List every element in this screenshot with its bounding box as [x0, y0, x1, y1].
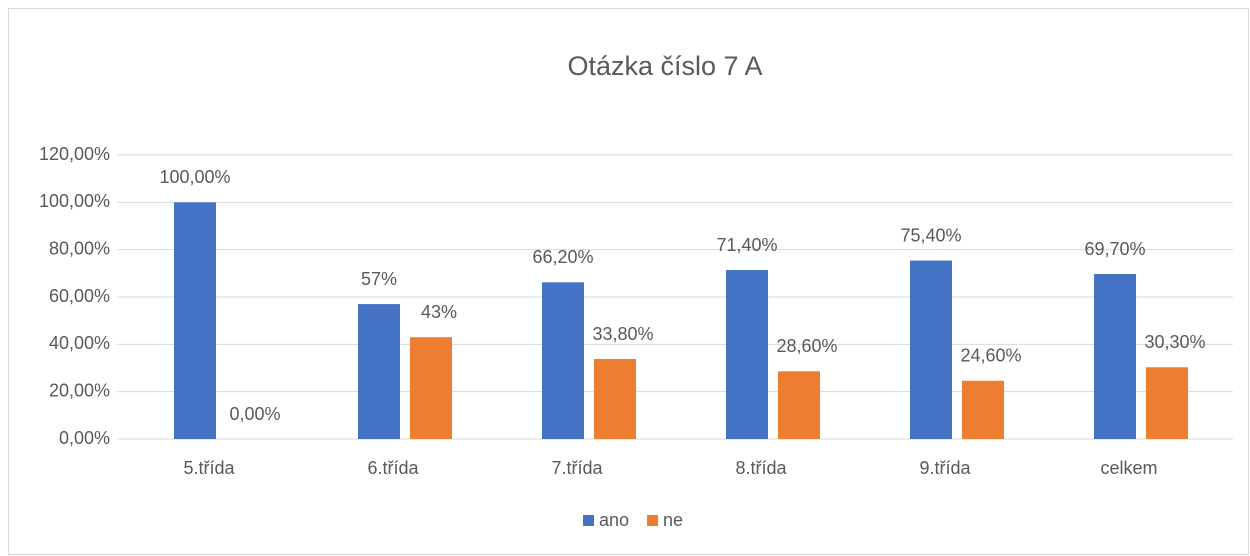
value-label: 33,80% — [592, 324, 653, 344]
legend-swatch — [583, 515, 594, 526]
y-tick-label: 120,00% — [39, 144, 110, 164]
bar — [358, 304, 400, 439]
y-tick-label: 60,00% — [49, 286, 110, 306]
y-tick-label: 20,00% — [49, 380, 110, 400]
x-tick-label: 9.třída — [919, 458, 971, 478]
y-tick-label: 0,00% — [59, 428, 110, 448]
bar — [910, 260, 952, 439]
x-tick-label: celkem — [1100, 458, 1157, 478]
value-label: 69,70% — [1084, 239, 1145, 259]
bar — [726, 270, 768, 439]
bar — [594, 359, 636, 439]
value-label: 66,20% — [532, 247, 593, 267]
bar — [1146, 367, 1188, 439]
legend-label: ne — [663, 510, 683, 530]
value-label: 0,00% — [229, 404, 280, 424]
bar — [1094, 274, 1136, 439]
value-label: 28,60% — [776, 336, 837, 356]
legend-label: ano — [599, 510, 629, 530]
bar — [174, 202, 216, 439]
value-label: 71,40% — [716, 235, 777, 255]
x-tick-label: 8.třída — [735, 458, 787, 478]
bar — [778, 371, 820, 439]
y-tick-label: 100,00% — [39, 191, 110, 211]
value-label: 43% — [421, 302, 457, 322]
value-label: 30,30% — [1144, 332, 1205, 352]
value-label: 100,00% — [159, 167, 230, 187]
value-label: 24,60% — [960, 346, 1021, 366]
bar — [542, 282, 584, 439]
value-label: 75,40% — [900, 225, 961, 245]
bar — [410, 337, 452, 439]
x-tick-label: 6.třída — [367, 458, 419, 478]
x-tick-label: 5.třída — [183, 458, 235, 478]
y-tick-label: 40,00% — [49, 333, 110, 353]
legend-swatch — [647, 515, 659, 526]
bar — [962, 380, 1004, 439]
x-tick-label: 7.třída — [551, 458, 603, 478]
value-label: 57% — [361, 269, 397, 289]
y-tick-label: 80,00% — [49, 238, 110, 258]
chart-title: Otázka číslo 7 A — [567, 51, 762, 81]
